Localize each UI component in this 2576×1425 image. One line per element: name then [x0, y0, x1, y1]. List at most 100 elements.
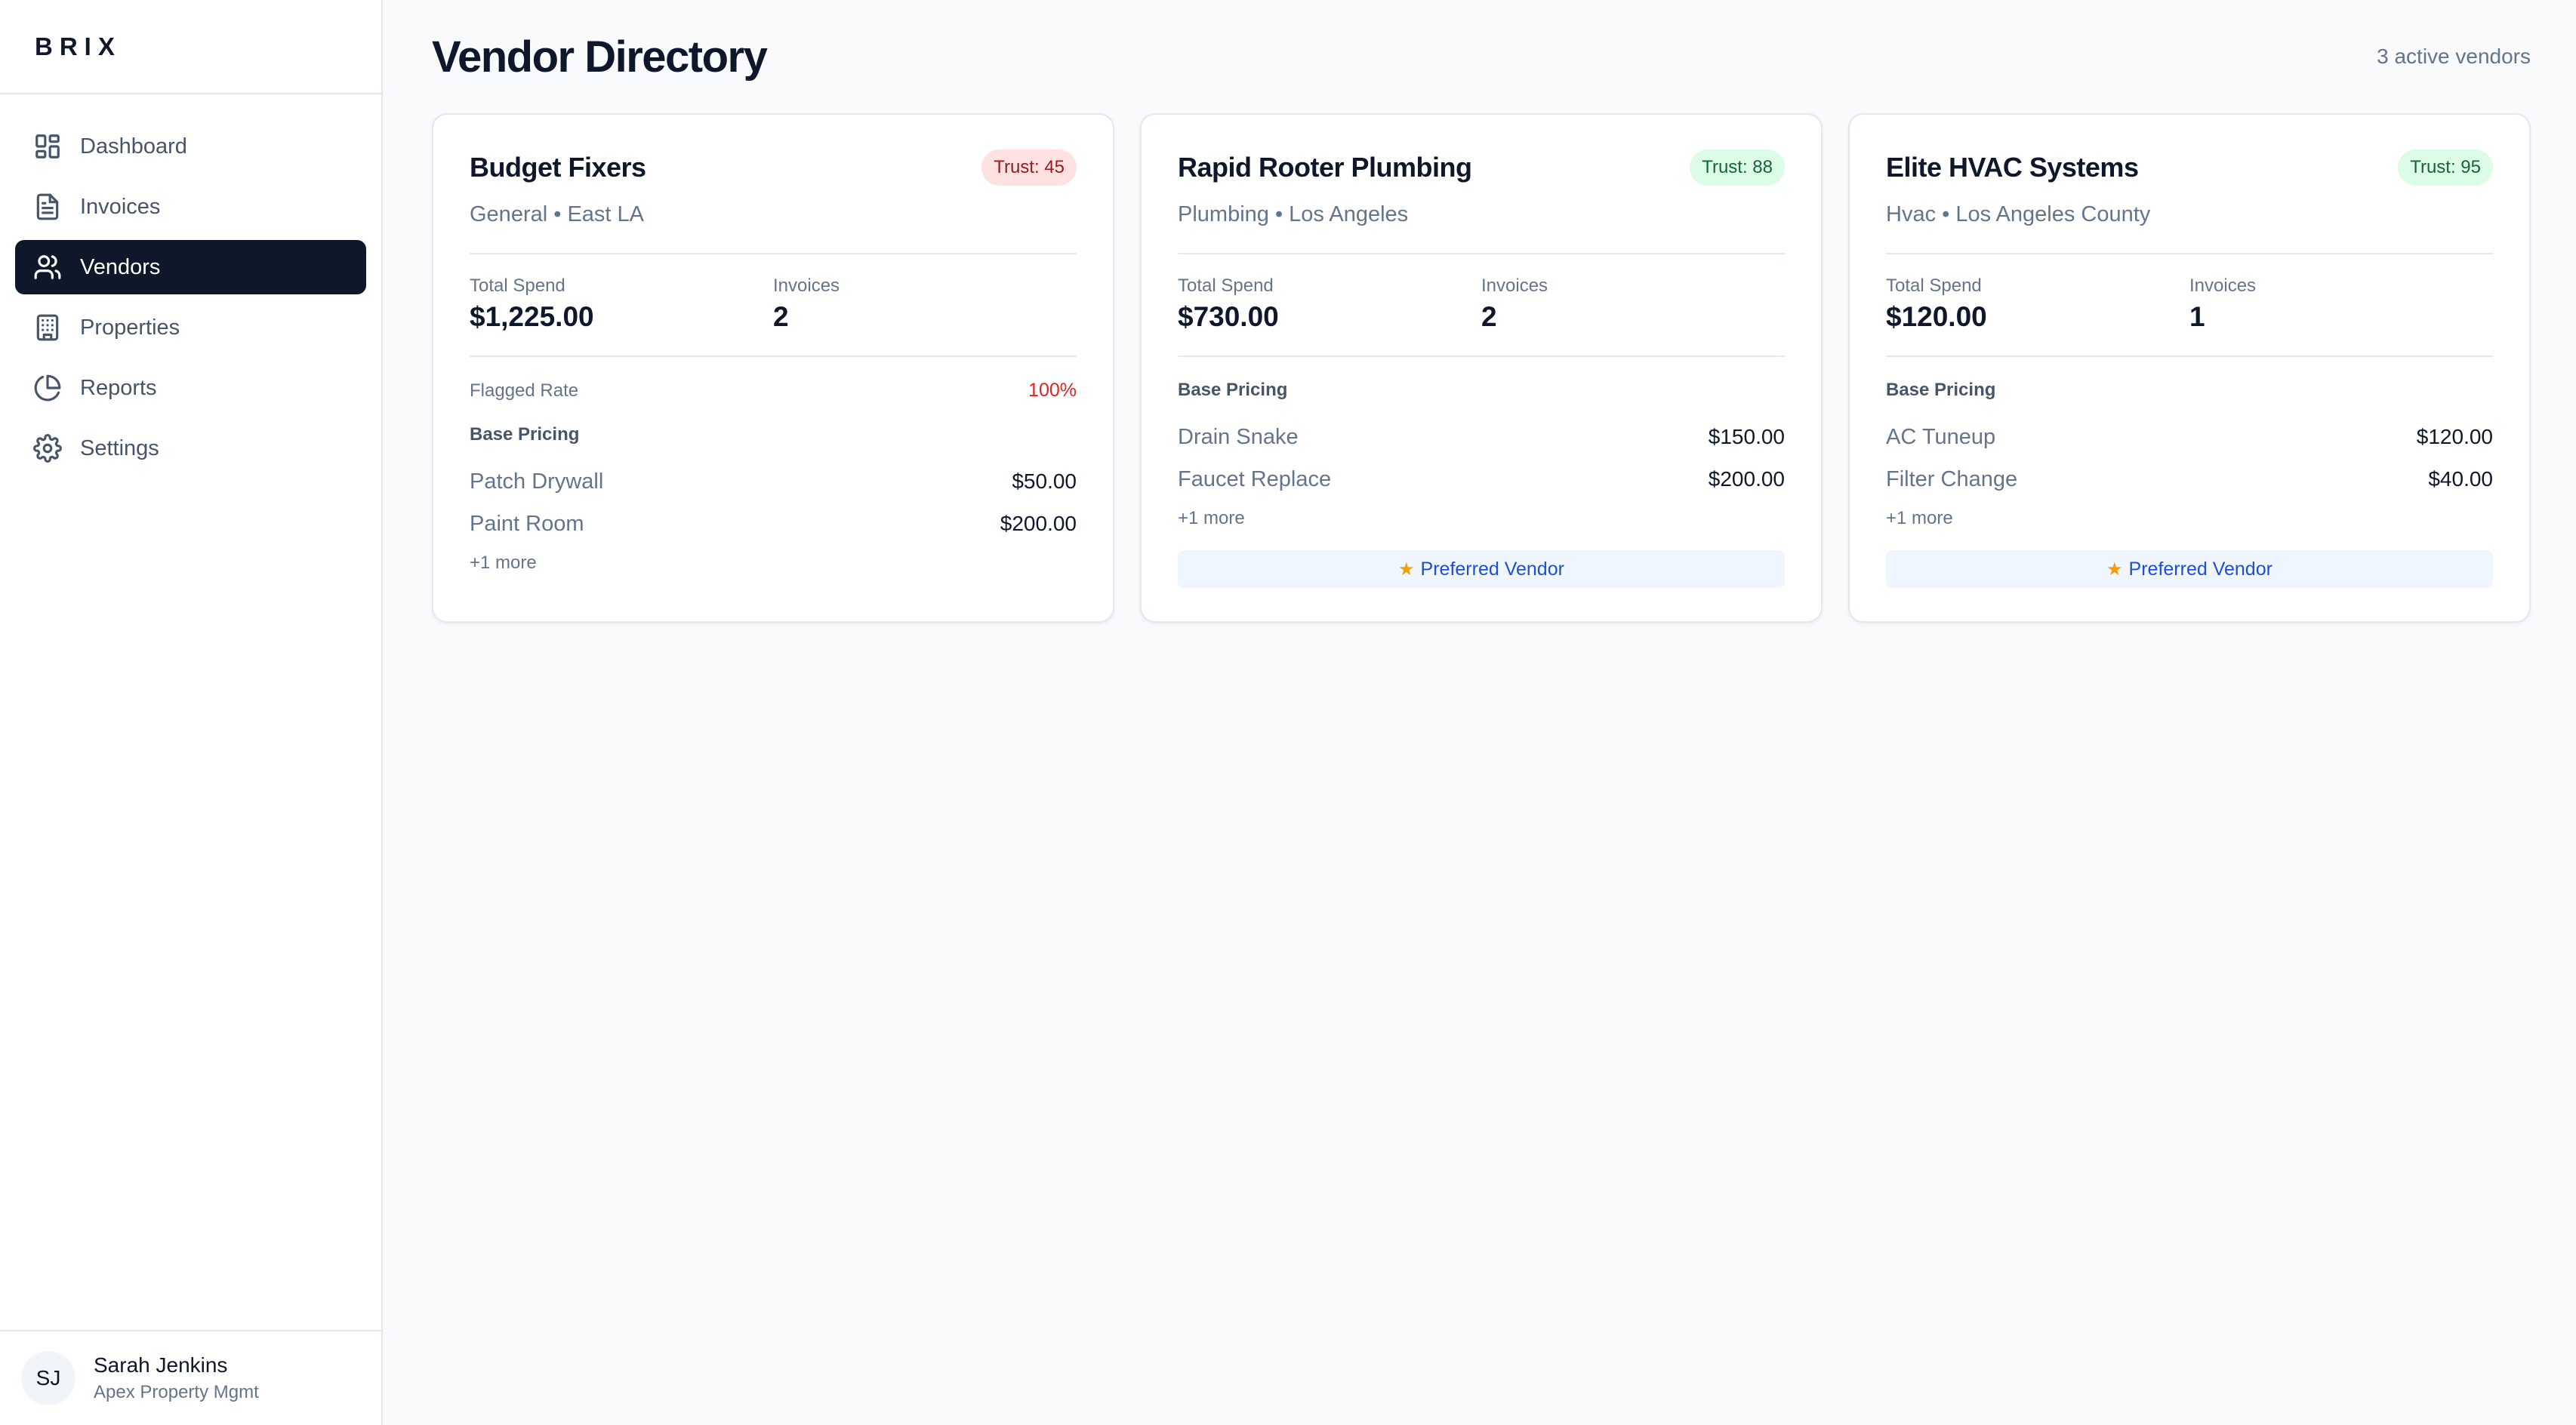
- total-spend-stat: Total Spend $120.00: [1886, 275, 2189, 333]
- invoices-value: 1: [2189, 301, 2205, 332]
- base-pricing-label: Base Pricing: [1886, 380, 1996, 400]
- vendor-card[interactable]: Budget Fixers Trust: 45 General • East L…: [432, 113, 1114, 623]
- vendor-meta: Hvac • Los Angeles County: [1886, 202, 2151, 226]
- price-item-name: Paint Room: [470, 511, 584, 536]
- price-item-value: $200.00: [1000, 512, 1077, 535]
- more-pricing-link[interactable]: +1 more: [1178, 508, 1245, 528]
- preferred-vendor-badge[interactable]: ★ Preferred Vendor: [1886, 550, 2493, 588]
- price-item-value: $120.00: [2416, 425, 2493, 448]
- more-pricing-link[interactable]: +1 more: [470, 552, 537, 573]
- vendor-name: Elite HVAC Systems: [1886, 152, 2139, 183]
- star-icon: ★: [2106, 559, 2123, 580]
- flagged-rate-row: Flagged Rate 100%: [470, 380, 1077, 402]
- divider: [1178, 253, 1785, 254]
- vendor-meta: General • East LA: [470, 202, 644, 226]
- invoices-value: 2: [773, 301, 789, 332]
- invoices-stat: Invoices 2: [773, 275, 1077, 333]
- total-spend-value: $1,225.00: [470, 301, 594, 332]
- price-item-value: $50.00: [1012, 469, 1077, 493]
- vendor-name: Rapid Rooter Plumbing: [1178, 152, 1472, 183]
- sidebar-item-dashboard[interactable]: Dashboard: [15, 119, 366, 174]
- sidebar-item-reports[interactable]: Reports: [15, 361, 366, 415]
- brand-logo[interactable]: BRIX: [35, 32, 122, 60]
- stat-label: Total Spend: [1178, 275, 1274, 296]
- sidebar: BRIX Dashboard Inv: [0, 0, 383, 1425]
- total-spend-stat: Total Spend $1,225.00: [470, 275, 773, 333]
- price-item-value: $40.00: [2428, 467, 2493, 491]
- page-header: Vendor Directory 3 active vendors: [432, 0, 2531, 113]
- trust-badge: Trust: 95: [2398, 149, 2493, 186]
- sidebar-item-label: Reports: [80, 375, 157, 400]
- star-icon: ★: [1398, 559, 1415, 580]
- preferred-vendor-badge[interactable]: ★ Preferred Vendor: [1178, 550, 1785, 588]
- vendor-card[interactable]: Elite HVAC Systems Trust: 95 Hvac • Los …: [1848, 113, 2531, 623]
- price-row: Faucet Replace $200.00: [1178, 458, 1785, 500]
- sidebar-item-settings[interactable]: Settings: [15, 421, 366, 476]
- total-spend-stat: Total Spend $730.00: [1178, 275, 1481, 333]
- invoices-stat: Invoices 2: [1481, 275, 1785, 333]
- vendor-card-header: Budget Fixers Trust: 45: [470, 149, 1077, 186]
- divider: [470, 355, 1077, 357]
- building-icon: [36, 314, 59, 341]
- price-row: Patch Drywall $50.00: [470, 460, 1077, 503]
- stat-label: Invoices: [773, 275, 840, 296]
- price-item-name: Filter Change: [1886, 466, 2018, 491]
- vendor-name: Budget Fixers: [470, 152, 646, 183]
- stat-label: Total Spend: [470, 275, 565, 296]
- divider: [470, 253, 1077, 254]
- user-profile[interactable]: SJ Sarah Jenkins Apex Property Mgmt: [0, 1330, 381, 1425]
- sidebar-nav: Dashboard Invoices Ve: [0, 94, 381, 476]
- main-content: Vendor Directory 3 active vendors Budget…: [383, 0, 2576, 1425]
- user-info: Sarah Jenkins Apex Property Mgmt: [94, 1353, 259, 1403]
- price-item-name: Drain Snake: [1178, 424, 1299, 449]
- sidebar-item-label: Invoices: [80, 194, 161, 219]
- vendor-card[interactable]: Rapid Rooter Plumbing Trust: 88 Plumbing…: [1140, 113, 1823, 623]
- trust-badge: Trust: 88: [1690, 149, 1785, 186]
- price-row: AC Tuneup $120.00: [1886, 416, 2493, 458]
- price-item-value: $200.00: [1708, 467, 1785, 491]
- sidebar-item-invoices[interactable]: Invoices: [15, 180, 366, 234]
- sidebar-item-vendors[interactable]: Vendors: [15, 240, 366, 294]
- price-row: Paint Room $200.00: [470, 503, 1077, 545]
- price-item-value: $150.00: [1708, 425, 1785, 448]
- stat-label: Invoices: [1481, 275, 1548, 296]
- base-pricing-label: Base Pricing: [470, 424, 580, 445]
- avatar: SJ: [21, 1351, 75, 1405]
- price-item-name: Patch Drywall: [470, 469, 604, 494]
- vendor-card-header: Rapid Rooter Plumbing Trust: 88: [1178, 149, 1785, 186]
- vendor-card-header: Elite HVAC Systems Trust: 95: [1886, 149, 2493, 186]
- more-pricing-link[interactable]: +1 more: [1886, 508, 1953, 528]
- sidebar-item-label: Properties: [80, 315, 180, 340]
- flagged-rate-label: Flagged Rate: [470, 380, 579, 401]
- price-row: Drain Snake $150.00: [1178, 416, 1785, 458]
- vendor-stats: Total Spend $730.00 Invoices 2: [1178, 275, 1785, 333]
- invoices-stat: Invoices 1: [2189, 275, 2493, 333]
- users-icon: [34, 255, 61, 279]
- dashboard-icon: [35, 134, 60, 159]
- vendor-meta: Plumbing • Los Angeles: [1178, 202, 1409, 226]
- flagged-rate-value: 100%: [1028, 380, 1077, 401]
- gear-icon: [33, 434, 62, 463]
- stat-label: Invoices: [2189, 275, 2257, 296]
- preferred-vendor-label: Preferred Vendor: [2128, 558, 2272, 580]
- vendor-card-list: Budget Fixers Trust: 45 General • East L…: [432, 113, 2531, 623]
- document-icon: [36, 193, 59, 220]
- brand-header: BRIX: [0, 0, 381, 94]
- divider: [1886, 355, 2493, 357]
- sidebar-item-label: Dashboard: [80, 134, 187, 159]
- preferred-vendor-label: Preferred Vendor: [1420, 558, 1564, 580]
- price-item-name: Faucet Replace: [1178, 466, 1332, 491]
- user-name: Sarah Jenkins: [94, 1353, 228, 1377]
- base-pricing-label: Base Pricing: [1178, 380, 1288, 400]
- price-item-name: AC Tuneup: [1886, 424, 1996, 449]
- vendor-stats: Total Spend $120.00 Invoices 1: [1886, 275, 2493, 333]
- user-org: Apex Property Mgmt: [94, 1382, 259, 1402]
- price-row: Filter Change $40.00: [1886, 458, 2493, 500]
- divider: [1178, 355, 1785, 357]
- total-spend-value: $120.00: [1886, 301, 1987, 332]
- sidebar-item-label: Vendors: [80, 254, 161, 279]
- vendor-count: 3 active vendors: [2377, 45, 2531, 68]
- sidebar-item-properties[interactable]: Properties: [15, 300, 366, 355]
- total-spend-value: $730.00: [1178, 301, 1279, 332]
- trust-badge: Trust: 45: [981, 149, 1077, 186]
